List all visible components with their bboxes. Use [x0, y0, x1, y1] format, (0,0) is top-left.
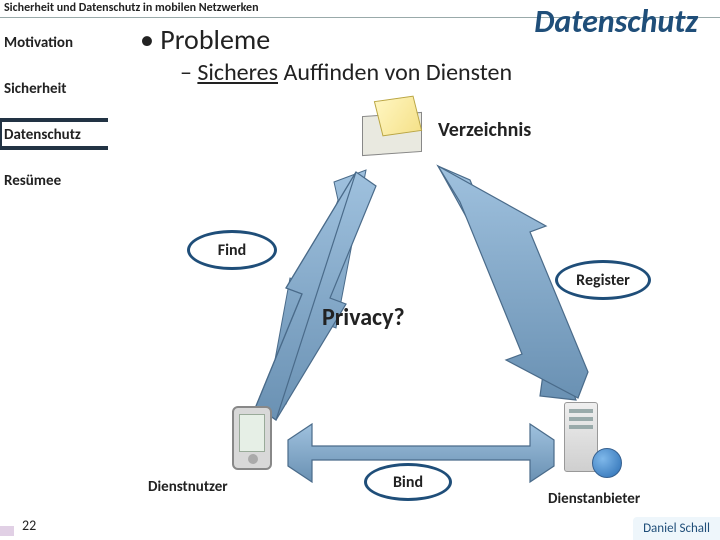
- provider-server-icon: [564, 398, 616, 476]
- center-label: Privacy?: [322, 303, 405, 332]
- bullet-level1: • Probleme: [140, 22, 270, 57]
- bullet-level1-text: Probleme: [160, 22, 270, 57]
- bullet-underlined: Sicheres: [197, 58, 278, 87]
- bullet-rest: Auffinden von Diensten: [278, 58, 512, 87]
- edge-label-register: Register: [555, 260, 651, 300]
- directory-label: Verzeichnis: [438, 118, 531, 142]
- page-title: Datenschutz: [534, 2, 698, 41]
- client-label: Dienstnutzer: [148, 478, 228, 496]
- course-title: Sicherheit und Datenschutz in mobilen Ne…: [4, 1, 259, 15]
- sidebar-item-sicherheit[interactable]: Sicherheit: [0, 66, 112, 112]
- page-number: 22: [22, 517, 36, 534]
- slide: Sicherheit und Datenschutz in mobilen Ne…: [0, 0, 720, 540]
- edge-label-find: Find: [187, 230, 277, 270]
- edge-label-bind: Bind: [364, 463, 452, 501]
- sidebar: Motivation Sicherheit Datenschutz Resüme…: [0, 20, 112, 204]
- sidebar-item-label: Datenschutz: [4, 126, 81, 144]
- author-name: Daniel Schall: [633, 517, 720, 540]
- provider-label: Dienstanbieter: [548, 490, 640, 508]
- bullet-level2: – Sicheres Auffinden von Diensten: [180, 58, 512, 87]
- client-pda-icon: [232, 406, 272, 470]
- directory-icon: [360, 98, 426, 158]
- bullet-dash: –: [180, 58, 197, 87]
- sidebar-item-resumee[interactable]: Resümee: [0, 158, 112, 204]
- sidebar-item-motivation[interactable]: Motivation: [0, 20, 112, 66]
- sidebar-item-datenschutz[interactable]: Datenschutz: [0, 112, 112, 158]
